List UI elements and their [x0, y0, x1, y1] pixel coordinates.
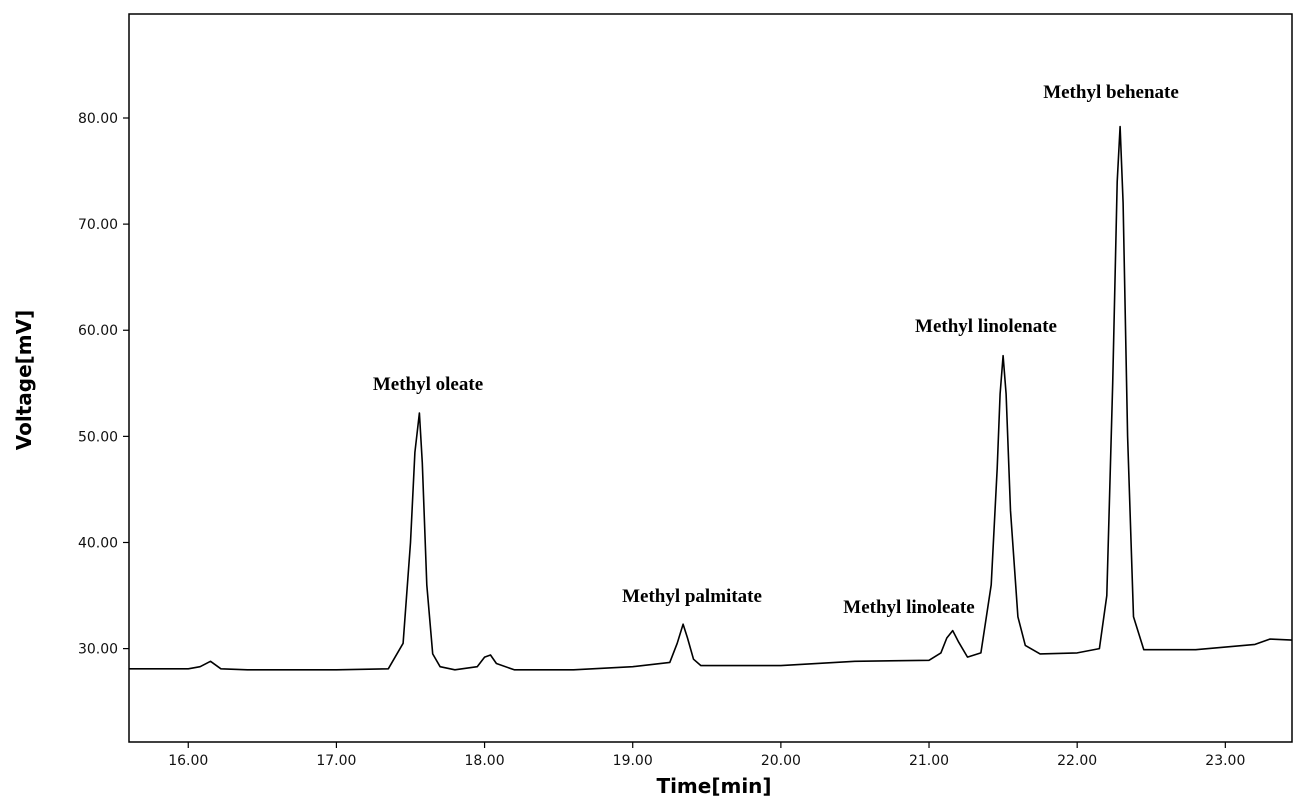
peak-labels: Methyl oleate Methyl palmitate Methyl li…: [373, 82, 1179, 618]
y-tick-label: 80.00: [78, 111, 118, 127]
x-tick-label: 16.00: [168, 753, 208, 769]
y-axis-title: Voltage[mV]: [12, 310, 36, 451]
y-tick-label: 50.00: [78, 429, 118, 445]
peak-label-methyl-oleate: Methyl oleate: [373, 374, 483, 395]
y-tick-label: 60.00: [78, 323, 118, 339]
peak-label-methyl-linolenate: Methyl linolenate: [915, 316, 1057, 337]
x-axis-ticks: 16.00 17.00 18.00 19.00 20.00 21.00 22.00 23.00: [168, 742, 1245, 769]
y-tick-label: 40.00: [78, 535, 118, 551]
x-tick-label: 20.00: [761, 753, 801, 769]
x-tick-label: 22.00: [1057, 753, 1097, 769]
x-tick-label: 21.00: [909, 753, 949, 769]
x-tick-label: 17.00: [316, 753, 356, 769]
y-axis-ticks: 30.00 40.00 50.00 60.00 70.00 80.00: [78, 111, 129, 658]
x-tick-label: 18.00: [465, 753, 505, 769]
plot-frame: [128, 13, 1293, 743]
peak-label-methyl-behenate: Methyl behenate: [1043, 82, 1179, 103]
y-tick-label: 70.00: [78, 217, 118, 233]
y-tick-label: 30.00: [78, 642, 118, 658]
peak-label-methyl-palmitate: Methyl palmitate: [622, 586, 762, 607]
series-line-voltage: [129, 125, 1293, 671]
x-axis-title: Time[min]: [656, 774, 771, 798]
peak-label-methyl-linoleate: Methyl linoleate: [843, 597, 974, 618]
x-tick-label: 19.00: [613, 753, 653, 769]
x-tick-label: 23.00: [1205, 753, 1245, 769]
